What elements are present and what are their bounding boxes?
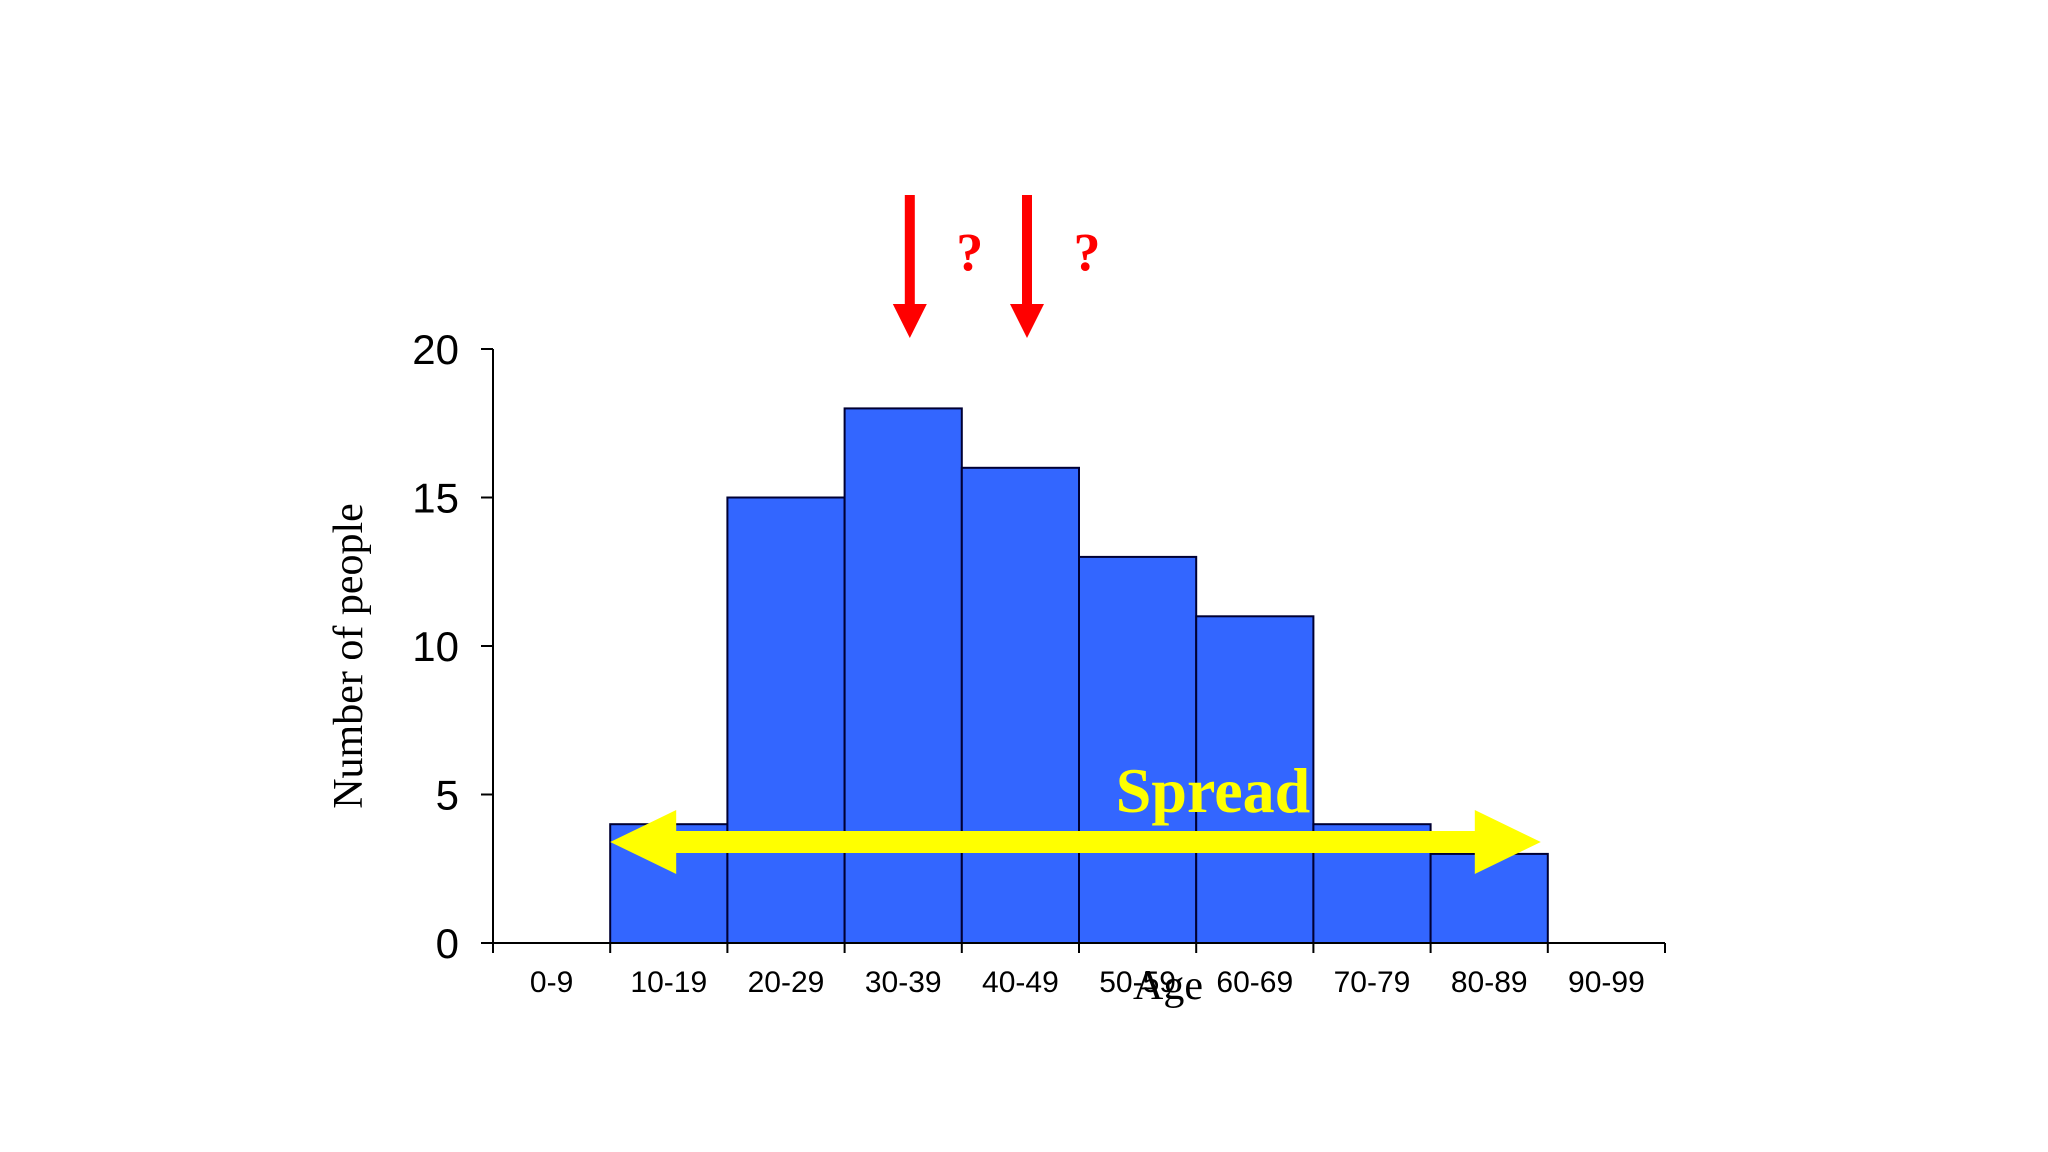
marker-arrow-head [892, 304, 927, 338]
bar-50-59 [1078, 555, 1198, 945]
marker-question-mark: ? [1074, 222, 1101, 282]
x-tick-label: 50-59 [1099, 966, 1176, 999]
y-tick-label: 20 [412, 326, 459, 373]
y-tick-label: 5 [436, 772, 459, 819]
x-ticks-group: 0-9 10-19 20-29 30-39 40-49 50-59 60-69 70-79 80… [492, 943, 1666, 999]
marker-question-mark: ? [956, 222, 983, 282]
y-axis-title: Number of people [326, 503, 372, 809]
bars-group [609, 407, 1549, 945]
y-ticks-group: 0 5 10 15 20 [412, 326, 493, 967]
bar-80-89 [1429, 852, 1549, 945]
x-tick-label: 10-19 [630, 966, 707, 999]
y-tick-label: 10 [412, 623, 459, 670]
spread-label: Spread [1116, 755, 1310, 826]
y-tick-label: 15 [412, 475, 459, 522]
bar-20-29 [726, 496, 846, 944]
marker-arrow-shaft [904, 195, 915, 307]
markers-group: ?? [892, 195, 1101, 338]
spread-double-arrow [610, 810, 1541, 874]
x-tick-label: 0-9 [530, 966, 573, 999]
x-axis-title: Age [1133, 963, 1203, 1009]
marker-arrow-shaft [1022, 195, 1032, 307]
bar-60-69 [1195, 615, 1315, 944]
x-tick-label: 60-69 [1216, 966, 1293, 999]
spread-annotation: Spread [610, 755, 1541, 874]
x-tick-label: 40-49 [982, 966, 1059, 999]
bar-30-39 [843, 407, 963, 944]
x-tick-label: 30-39 [865, 966, 942, 999]
x-tick-label: 70-79 [1334, 966, 1411, 999]
marker-arrow-head [1010, 304, 1044, 338]
x-tick-label: 80-89 [1451, 966, 1528, 999]
bar-40-49 [960, 466, 1080, 944]
x-tick-label: 90-99 [1568, 966, 1645, 999]
x-tick-label: 20-29 [748, 966, 825, 999]
y-tick-label: 0 [436, 920, 459, 967]
